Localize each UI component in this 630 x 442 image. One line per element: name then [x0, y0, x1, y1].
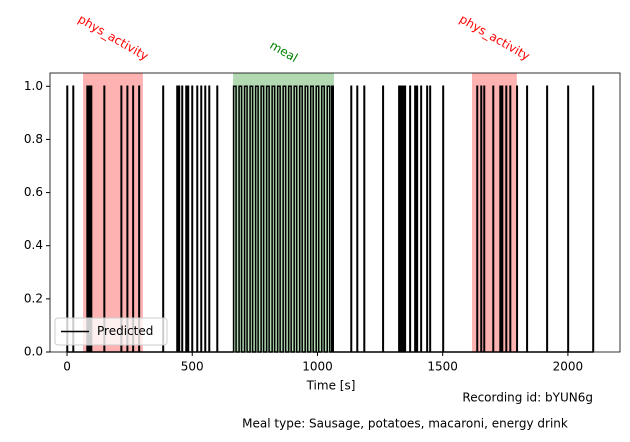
x-tick-label: 500: [181, 360, 204, 374]
y-tick-label: 0.0: [24, 345, 43, 359]
y-tick-label: 1.0: [24, 79, 43, 93]
x-tick-label: 2000: [553, 360, 584, 374]
meal-note: Meal type: Sausage, potatoes, macaroni, …: [242, 417, 568, 431]
plot-frame: [49, 72, 621, 353]
span-label: meal: [267, 38, 300, 65]
legend-box: [54, 317, 168, 346]
span-label: phys_activity: [457, 12, 532, 64]
legend-label: Predicted: [97, 324, 153, 338]
recording-note: Recording id: bYUN6g: [462, 391, 593, 405]
y-tick-label: 0.4: [24, 238, 43, 252]
x-tick-label: 1500: [427, 360, 458, 374]
y-tick-label: 0.6: [24, 185, 43, 199]
x-tick-label: 0: [63, 360, 71, 374]
y-tick-label: 0.8: [24, 132, 43, 146]
y-tick-label: 0.2: [24, 291, 43, 305]
series-line: [66, 85, 595, 353]
x-axis-label: Time [s]: [306, 379, 356, 393]
span-label: phys_activity: [76, 12, 151, 64]
x-tick-label: 1000: [302, 360, 333, 374]
